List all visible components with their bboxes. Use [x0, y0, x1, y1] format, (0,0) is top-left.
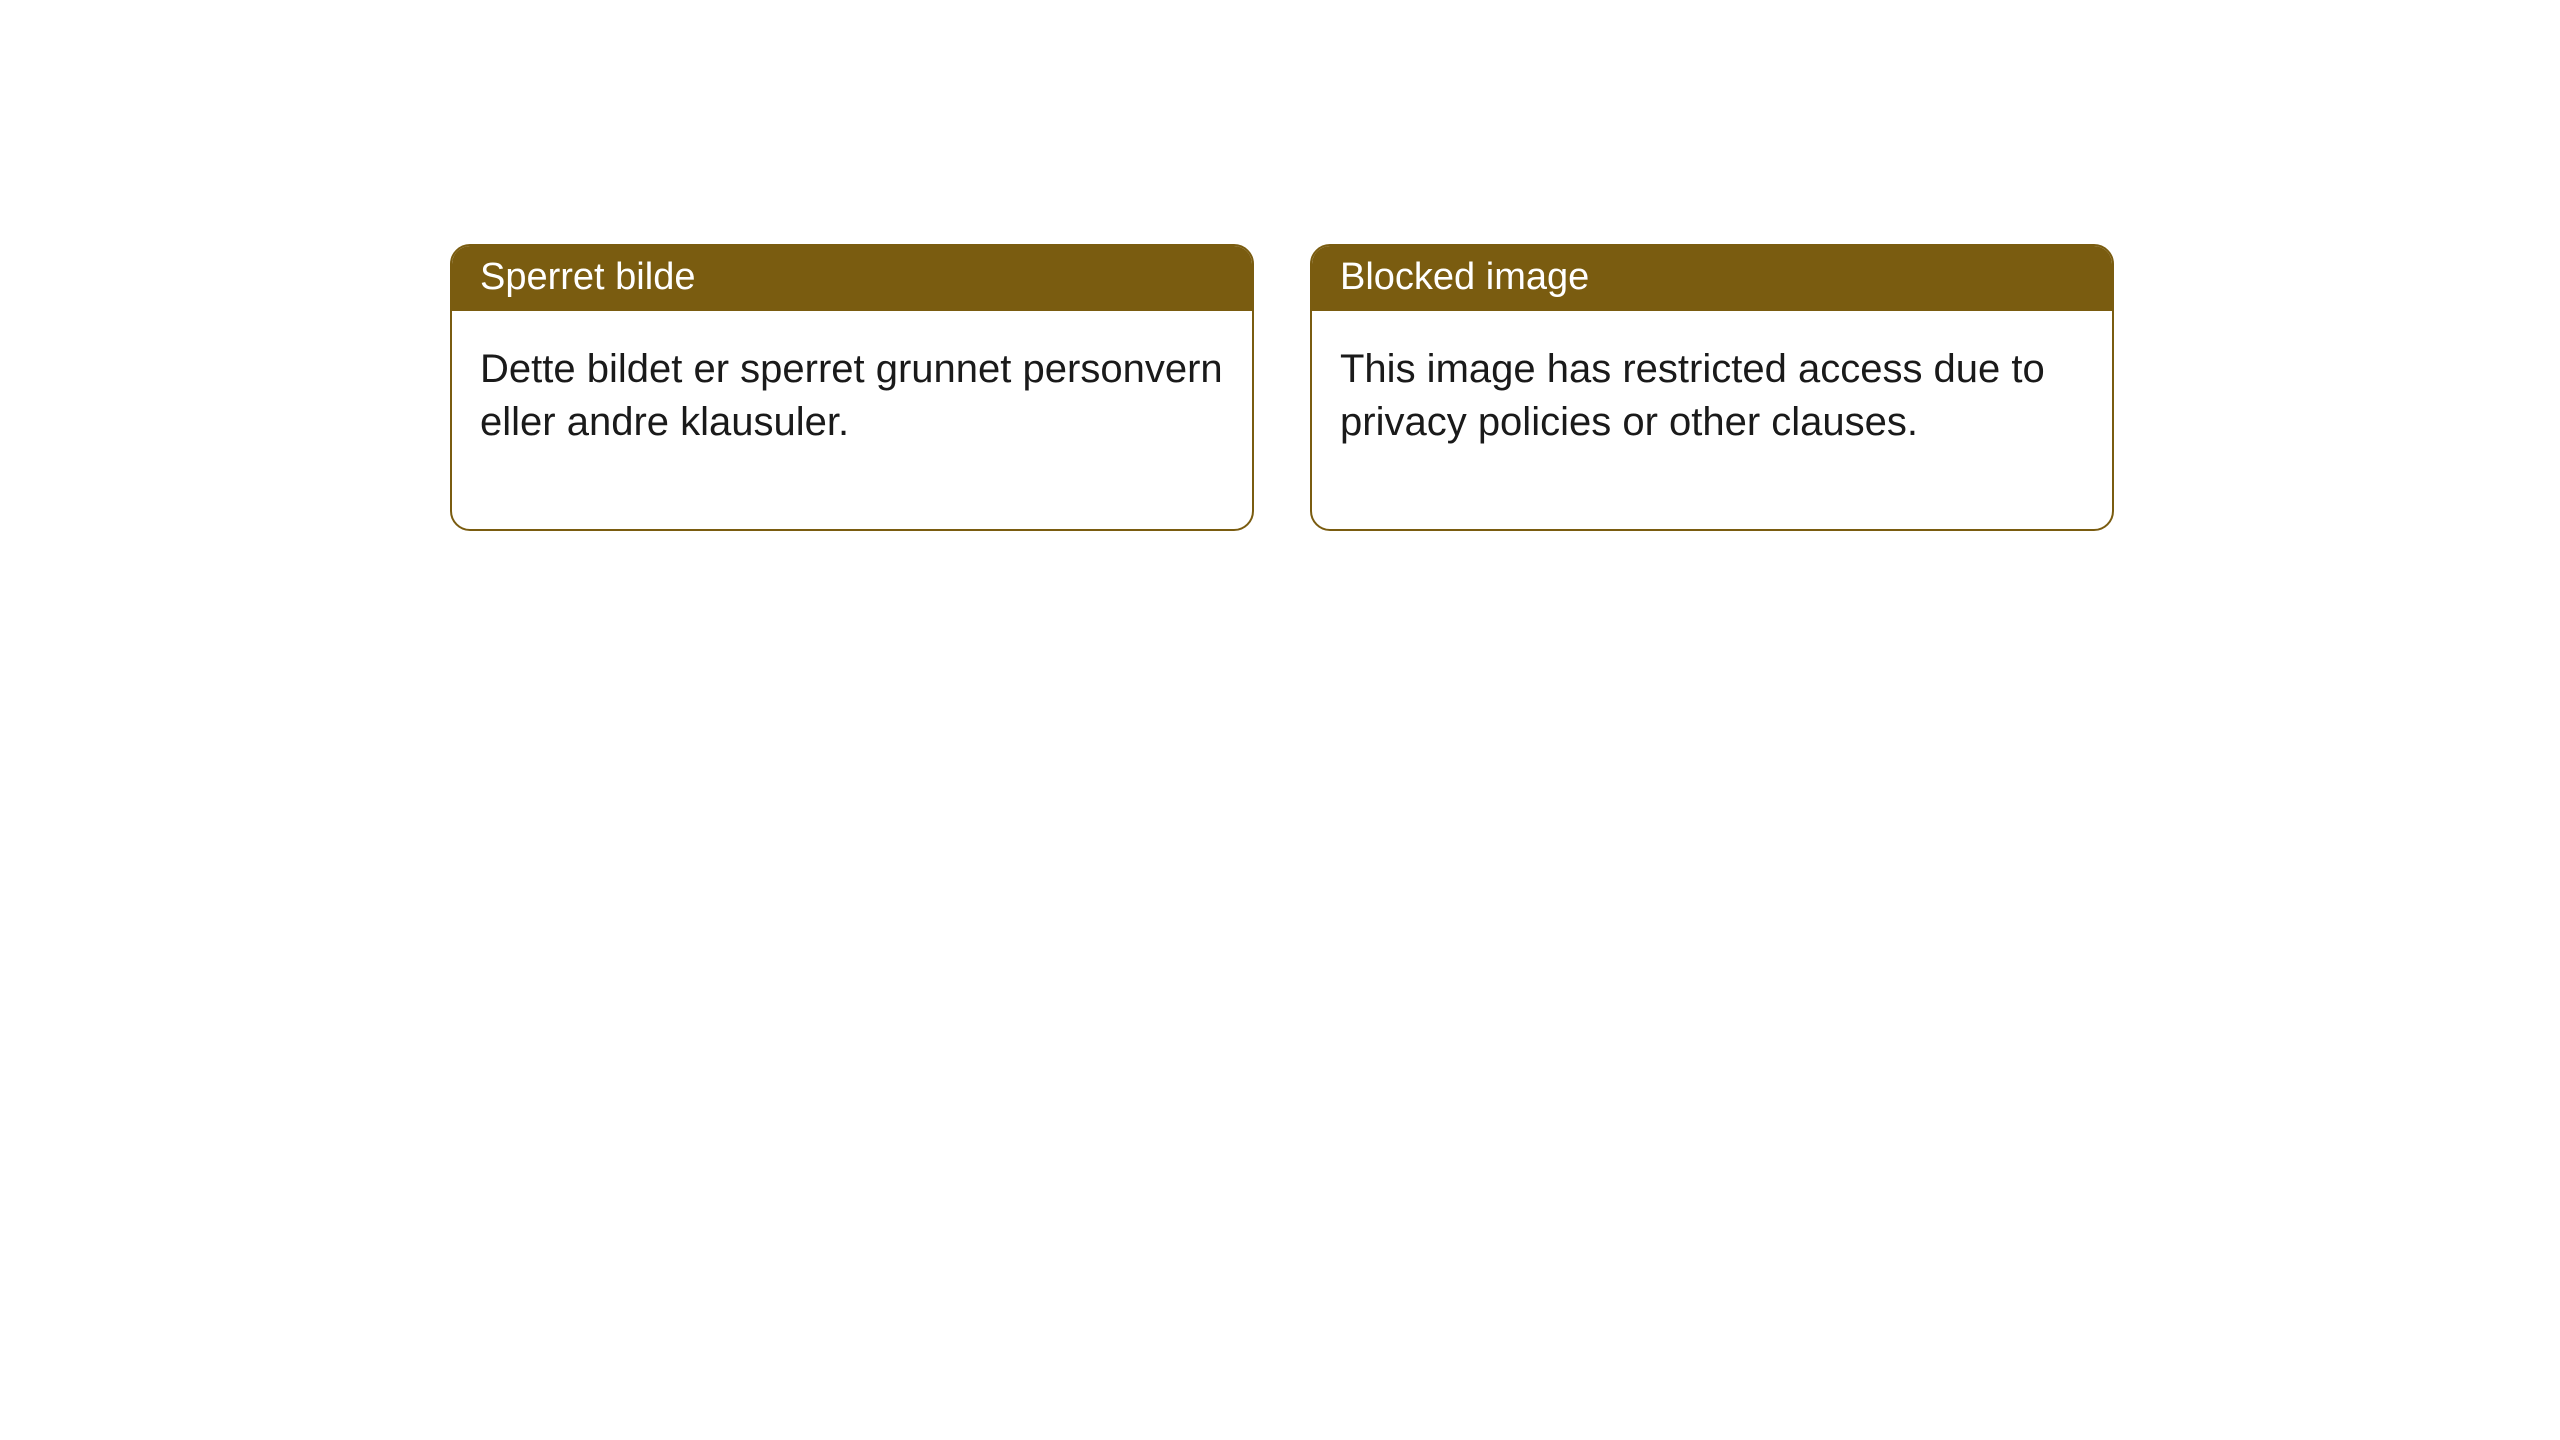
notice-container: Sperret bilde Dette bildet er sperret gr… [450, 244, 2114, 531]
card-header: Sperret bilde [452, 246, 1252, 311]
notice-card-english: Blocked image This image has restricted … [1310, 244, 2114, 531]
card-body: Dette bildet er sperret grunnet personve… [452, 311, 1252, 529]
card-header: Blocked image [1312, 246, 2112, 311]
card-title: Sperret bilde [480, 256, 695, 298]
card-message: Dette bildet er sperret grunnet personve… [480, 347, 1223, 444]
card-message: This image has restricted access due to … [1340, 347, 2045, 444]
notice-card-norwegian: Sperret bilde Dette bildet er sperret gr… [450, 244, 1254, 531]
card-body: This image has restricted access due to … [1312, 311, 2112, 529]
card-title: Blocked image [1340, 256, 1589, 298]
